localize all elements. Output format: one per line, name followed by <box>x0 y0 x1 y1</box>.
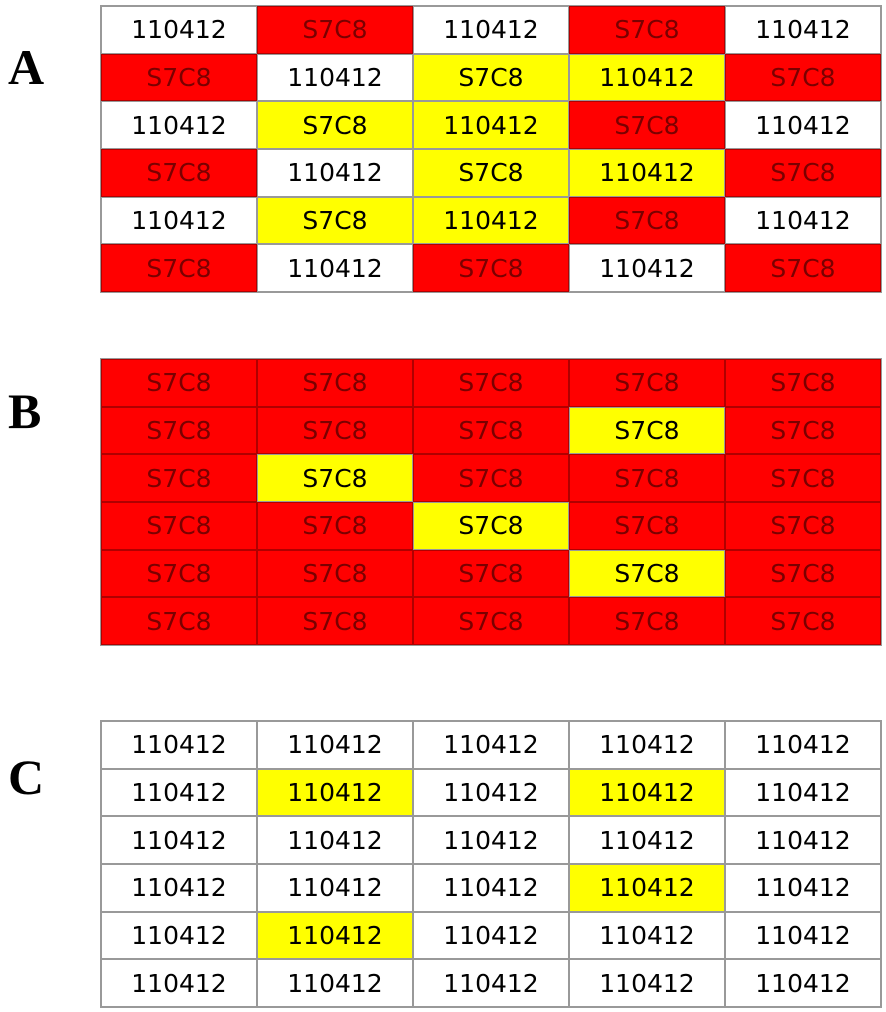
cell: 110412 <box>569 864 725 912</box>
cell: 110412 <box>413 768 569 817</box>
cell: 110412 <box>257 721 413 769</box>
cell: 110412 <box>101 101 257 149</box>
cell: 110412 <box>569 816 725 864</box>
cell: S7C8 <box>257 597 413 645</box>
cell: S7C8 <box>569 549 725 598</box>
cell: 110412 <box>257 244 413 292</box>
cell: 110412 <box>413 864 569 912</box>
cell: 110412 <box>101 816 257 864</box>
cell: 110412 <box>101 864 257 912</box>
grid: S7C8 S7C8 S7C8 S7C8 S7C8 S7C8 S7C8 S7C8 S7C8 S7C8… <box>100 358 882 646</box>
cell: S7C8 <box>569 406 725 455</box>
cell: 110412 <box>413 959 569 1007</box>
cell: S7C8 <box>413 53 569 102</box>
cell: 110412 <box>413 911 569 960</box>
cell: 110412 <box>725 768 881 817</box>
cell: S7C8 <box>413 149 569 197</box>
grid: 110412 S7C8 110412 S7C8 110412 S7C8 110412 S7C8… <box>100 5 882 293</box>
cell: 110412 <box>101 768 257 817</box>
cell: S7C8 <box>725 359 881 407</box>
cell: 110412 <box>725 864 881 912</box>
cell: S7C8 <box>725 149 881 197</box>
cell: 110412 <box>257 149 413 197</box>
cell: S7C8 <box>101 502 257 550</box>
cell: S7C8 <box>101 53 257 102</box>
cell: S7C8 <box>101 359 257 407</box>
cell: 110412 <box>725 816 881 864</box>
cell: S7C8 <box>257 502 413 550</box>
cell: S7C8 <box>725 406 881 455</box>
cell: S7C8 <box>257 196 413 245</box>
cell: S7C8 <box>101 244 257 292</box>
cell: S7C8 <box>413 454 569 502</box>
panel-label: A <box>8 39 45 95</box>
cell: 110412 <box>725 959 881 1007</box>
panel-label: C <box>8 749 45 805</box>
cell: S7C8 <box>257 101 413 149</box>
cell: S7C8 <box>569 6 725 54</box>
cell: S7C8 <box>413 244 569 292</box>
cell: S7C8 <box>101 149 257 197</box>
cell: 110412 <box>101 959 257 1007</box>
cell: 110412 <box>413 721 569 769</box>
cell: S7C8 <box>257 406 413 455</box>
cell: 110412 <box>569 721 725 769</box>
cell: 110412 <box>257 53 413 102</box>
cell: 110412 <box>569 244 725 292</box>
cell: S7C8 <box>413 597 569 645</box>
cell: 110412 <box>413 196 569 245</box>
cell: 110412 <box>725 101 881 149</box>
cell: S7C8 <box>257 549 413 598</box>
cell: 110412 <box>257 768 413 817</box>
cell: S7C8 <box>257 454 413 502</box>
cell: 110412 <box>257 911 413 960</box>
cell: S7C8 <box>413 359 569 407</box>
cell: 110412 <box>569 911 725 960</box>
panel-label: B <box>8 383 42 439</box>
cell: S7C8 <box>101 454 257 502</box>
cell: S7C8 <box>413 549 569 598</box>
cell: S7C8 <box>569 196 725 245</box>
cell: 110412 <box>569 959 725 1007</box>
cell: 110412 <box>257 864 413 912</box>
cell: S7C8 <box>725 53 881 102</box>
cell: 110412 <box>101 6 257 54</box>
cell: 110412 <box>101 721 257 769</box>
cell: 110412 <box>257 959 413 1007</box>
cell: 110412 <box>413 6 569 54</box>
cell: S7C8 <box>569 454 725 502</box>
cell: 110412 <box>101 196 257 245</box>
cell: S7C8 <box>413 406 569 455</box>
cell: 110412 <box>569 53 725 102</box>
cell: 110412 <box>101 911 257 960</box>
cell: 110412 <box>725 196 881 245</box>
cell: S7C8 <box>413 502 569 550</box>
cell: 110412 <box>725 721 881 769</box>
cell: S7C8 <box>725 244 881 292</box>
cell: S7C8 <box>569 597 725 645</box>
cell: 110412 <box>413 816 569 864</box>
cell: S7C8 <box>569 502 725 550</box>
cell: 110412 <box>569 768 725 817</box>
cell: S7C8 <box>569 101 725 149</box>
cell: S7C8 <box>569 359 725 407</box>
cell: S7C8 <box>725 454 881 502</box>
cell: S7C8 <box>101 549 257 598</box>
grid: 110412 110412 110412 110412 110412 110412 1104… <box>100 720 882 1008</box>
cell: S7C8 <box>101 597 257 645</box>
cell: 110412 <box>725 911 881 960</box>
cell: S7C8 <box>725 502 881 550</box>
cell: 110412 <box>257 816 413 864</box>
cell: S7C8 <box>725 597 881 645</box>
cell: S7C8 <box>257 359 413 407</box>
cell: 110412 <box>413 101 569 149</box>
cell: S7C8 <box>101 406 257 455</box>
cell: S7C8 <box>257 6 413 54</box>
cell: 110412 <box>569 149 725 197</box>
cell: 110412 <box>725 6 881 54</box>
cell: S7C8 <box>725 549 881 598</box>
